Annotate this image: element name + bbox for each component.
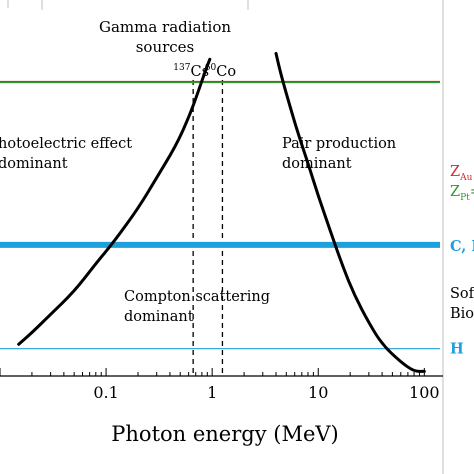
compton-label-line2: dominant — [124, 309, 194, 325]
source-label-co: 60Co — [205, 63, 236, 80]
side-note-line: Bio — [450, 306, 474, 322]
x-tick-label: 100 — [409, 383, 440, 402]
pair-production-label-line2: dominant — [282, 156, 352, 172]
ref-label-cn: C, N — [450, 238, 474, 255]
x-tick-label: 0.1 — [93, 383, 118, 402]
side-note-line: Sof — [450, 286, 474, 302]
x-tick-label: 10 — [308, 383, 328, 402]
ref-label-zau: ZAu — [450, 164, 473, 183]
ref-label-zpt: ZPt= — [450, 184, 474, 203]
gamma-sources-header-line1: Gamma radiation — [99, 18, 231, 36]
ref-label-h: H — [450, 341, 464, 358]
photoelectric-label-line1: hotoelectric effect — [0, 136, 132, 152]
curve-photo-compton-boundary — [17, 57, 212, 346]
gamma-sources-header-line2: sources — [136, 38, 195, 56]
photoelectric-label-line2: dominant — [0, 156, 68, 172]
x-tick-label: 1 — [207, 383, 217, 402]
pair-production-label-line1: Pair production — [282, 136, 396, 152]
x-axis-label: Photon energy (MeV) — [111, 422, 338, 446]
compton-label-line1: Compton scattering — [124, 289, 270, 305]
curve-compton-pair-boundary — [274, 51, 426, 373]
